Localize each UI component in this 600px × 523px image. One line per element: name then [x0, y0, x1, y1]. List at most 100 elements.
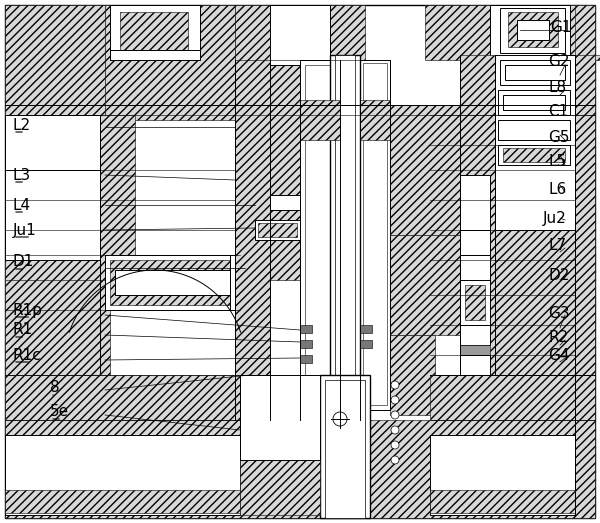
- Bar: [390, 335, 435, 415]
- Text: L2: L2: [13, 118, 31, 132]
- Bar: [500, 8, 565, 53]
- Bar: [5, 280, 110, 375]
- Text: L5: L5: [548, 154, 566, 169]
- Bar: [495, 55, 600, 60]
- Text: G1: G1: [550, 20, 571, 36]
- Bar: [300, 335, 340, 375]
- Bar: [363, 63, 387, 405]
- Bar: [5, 170, 100, 260]
- Bar: [498, 120, 570, 140]
- Text: 5e: 5e: [50, 404, 69, 419]
- Bar: [270, 195, 300, 210]
- Bar: [390, 235, 460, 335]
- Bar: [460, 345, 490, 355]
- Bar: [5, 5, 105, 120]
- Text: D1: D1: [13, 255, 34, 269]
- Text: Ju2: Ju2: [543, 210, 567, 225]
- Bar: [465, 285, 485, 320]
- Bar: [5, 435, 240, 515]
- Bar: [115, 270, 230, 295]
- Bar: [498, 145, 570, 165]
- Bar: [490, 5, 570, 60]
- Bar: [235, 5, 365, 105]
- Bar: [300, 325, 312, 333]
- Bar: [360, 100, 390, 140]
- Bar: [300, 105, 370, 235]
- Bar: [100, 115, 135, 280]
- Bar: [360, 325, 372, 333]
- Bar: [300, 340, 312, 348]
- Bar: [5, 115, 100, 170]
- Bar: [360, 340, 372, 348]
- Text: 8: 8: [50, 381, 59, 395]
- Text: R1: R1: [13, 323, 33, 337]
- Bar: [430, 490, 575, 513]
- Bar: [5, 115, 100, 375]
- Bar: [503, 95, 565, 110]
- Text: G5: G5: [548, 131, 569, 145]
- Bar: [235, 105, 270, 375]
- Bar: [5, 420, 595, 518]
- Bar: [255, 220, 300, 240]
- Bar: [5, 375, 240, 420]
- Bar: [300, 355, 312, 363]
- Bar: [270, 5, 330, 65]
- Text: D2: D2: [548, 267, 569, 282]
- Bar: [110, 50, 200, 60]
- Bar: [508, 12, 558, 47]
- Text: G4: G4: [548, 348, 569, 363]
- Text: R2: R2: [548, 331, 568, 346]
- Bar: [120, 12, 188, 50]
- Bar: [517, 20, 549, 40]
- Bar: [460, 355, 490, 375]
- Circle shape: [391, 426, 399, 434]
- Bar: [503, 148, 565, 162]
- Bar: [460, 175, 490, 230]
- Bar: [300, 60, 340, 440]
- Text: L8: L8: [548, 81, 566, 96]
- Bar: [335, 55, 355, 463]
- Text: L4: L4: [13, 198, 31, 212]
- Bar: [498, 90, 570, 115]
- Bar: [460, 55, 575, 375]
- Text: Ju1: Ju1: [13, 222, 37, 237]
- Bar: [500, 60, 570, 85]
- Bar: [460, 280, 490, 325]
- Bar: [305, 65, 335, 435]
- Bar: [460, 230, 490, 255]
- Bar: [575, 55, 595, 375]
- Text: C1: C1: [548, 105, 568, 119]
- Bar: [300, 235, 340, 335]
- Bar: [495, 55, 575, 230]
- Text: L3: L3: [13, 167, 31, 183]
- Circle shape: [391, 411, 399, 419]
- Text: G3: G3: [548, 305, 569, 321]
- Bar: [110, 5, 200, 60]
- Bar: [330, 55, 360, 465]
- Bar: [505, 65, 565, 80]
- Bar: [240, 375, 320, 460]
- Bar: [460, 255, 490, 280]
- Text: L7: L7: [548, 237, 566, 253]
- Bar: [300, 100, 340, 140]
- Text: L6: L6: [548, 183, 566, 198]
- Bar: [425, 5, 595, 60]
- Bar: [320, 375, 370, 518]
- Bar: [240, 460, 320, 515]
- Bar: [5, 490, 240, 513]
- Bar: [258, 223, 297, 237]
- Bar: [430, 375, 595, 420]
- Circle shape: [391, 396, 399, 404]
- Circle shape: [391, 381, 399, 389]
- Text: G2: G2: [548, 54, 569, 70]
- Bar: [105, 255, 240, 310]
- Circle shape: [391, 456, 399, 464]
- Circle shape: [391, 441, 399, 449]
- Bar: [270, 105, 300, 280]
- Bar: [325, 380, 365, 518]
- Bar: [110, 260, 235, 305]
- Bar: [575, 5, 595, 120]
- Bar: [430, 435, 575, 515]
- Text: R1c: R1c: [13, 347, 42, 362]
- Bar: [5, 375, 100, 425]
